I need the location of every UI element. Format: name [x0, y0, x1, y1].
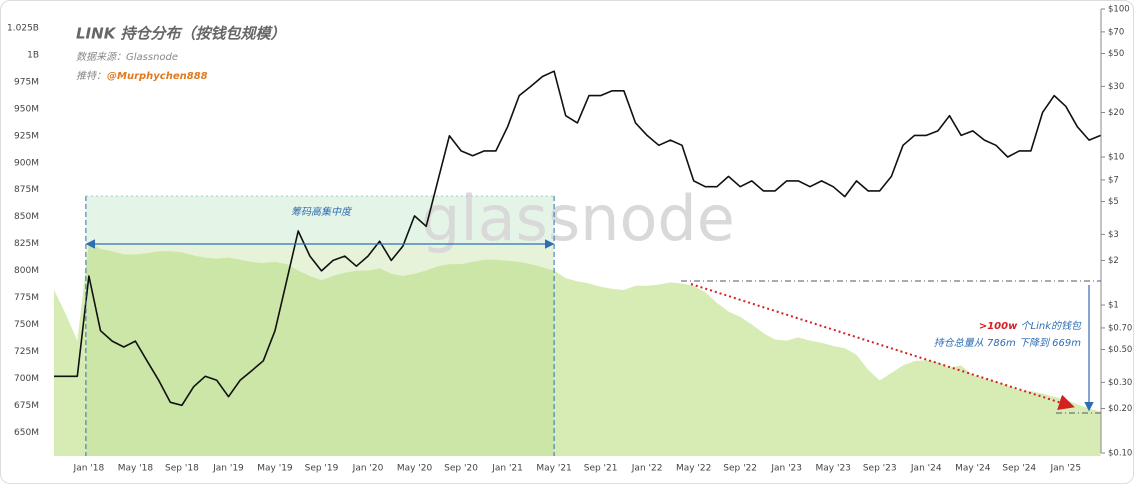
y-tick-label: 850M [14, 212, 39, 222]
y-tick-label: 775M [14, 293, 39, 303]
x-tick-label: Jan '25 [1049, 464, 1081, 474]
x-tick-label: May '22 [676, 464, 711, 474]
y2-tick-label: $0.70 [1108, 323, 1132, 333]
x-tick-label: Sep '20 [444, 464, 478, 474]
x-tick-label: Jan '19 [212, 464, 244, 474]
annotation: >100w 个Link的钱包 [979, 320, 1082, 332]
y-tick-label: 1B [27, 50, 39, 60]
annotation-text: 个Link的钱包 [1017, 320, 1082, 332]
x-tick-label: Jan '24 [910, 464, 942, 474]
x-tick-label: Jan '23 [770, 464, 802, 474]
twitter-handle: @Murphychen888 [107, 71, 208, 82]
annotation: 持仓总量从 786m 下降到 669m [934, 337, 1081, 349]
y-tick-label: 825M [14, 239, 39, 249]
x-tick-label: Sep '21 [584, 464, 618, 474]
y2-tick-label: $70 [1108, 27, 1124, 37]
x-tick-label: May '23 [816, 464, 851, 474]
y-tick-label: 800M [14, 266, 39, 276]
annotation-highlight: >100w [979, 321, 1018, 332]
y2-tick-label: $3 [1108, 230, 1119, 240]
y-tick-label: 925M [14, 131, 39, 141]
x-tick-label: May '19 [257, 464, 293, 474]
y-tick-label: 900M [14, 158, 39, 168]
chart-title: LINK 持仓分布（按钱包规模） [76, 25, 286, 43]
y2-tick-label: $0.50 [1108, 345, 1132, 355]
y-tick-label: 1.025B [7, 24, 39, 34]
y2-tick-label: $1 [1108, 301, 1119, 311]
price-line [54, 70, 1102, 407]
x-tick-label: Jan '18 [73, 464, 105, 474]
area [54, 242, 1101, 456]
y-tick-label: 750M [14, 320, 39, 330]
y2-tick-label: $2 [1108, 256, 1119, 266]
x-tick-label: Jan '20 [352, 464, 384, 474]
y2-tick-label: $7 [1108, 175, 1119, 185]
x-tick-label: Sep '23 [863, 464, 897, 474]
y2-tick-label: $30 [1108, 82, 1124, 92]
x-tick-label: May '24 [955, 464, 991, 474]
x-tick-label: Jan '21 [491, 464, 523, 474]
x-tick-label: Sep '18 [165, 464, 199, 474]
x-tick-label: Jan '22 [631, 464, 663, 474]
y-tick-label: 650M [14, 428, 39, 438]
highlight-top [85, 196, 555, 246]
y2-tick-label: $5 [1108, 197, 1119, 207]
y2-tick-label: $0.20 [1108, 404, 1132, 414]
twitter-label: 推特： [76, 70, 106, 82]
y-tick-label: 975M [14, 77, 39, 87]
y2-tick-label: $50 [1108, 49, 1124, 59]
x-tick-label: May '20 [397, 464, 433, 474]
y2-tick-label: $20 [1108, 108, 1124, 118]
y-tick-label: 875M [14, 185, 39, 195]
annotation: 筹码高集中度 [291, 206, 353, 218]
y2-tick-label: $10 [1108, 153, 1124, 163]
x-tick-label: Sep '24 [1002, 464, 1036, 474]
x-tick-label: Sep '22 [723, 464, 757, 474]
x-tick-label: May '21 [536, 464, 571, 474]
y2-tick-label: $0.10 [1108, 449, 1132, 459]
trend-arrow [690, 283, 1075, 410]
y-tick-label: 675M [14, 401, 39, 411]
y-tick-label: 725M [14, 347, 39, 357]
y2-tick-label: $100 [1108, 5, 1130, 15]
x-tick-label: May '18 [118, 464, 154, 474]
y-tick-label: 700M [14, 374, 39, 384]
source: 数据来源：Glassnode [76, 51, 178, 63]
x-tick-label: Sep '19 [305, 464, 339, 474]
y-tick-label: 950M [14, 104, 39, 114]
y2-tick-label: $0.30 [1108, 378, 1132, 388]
